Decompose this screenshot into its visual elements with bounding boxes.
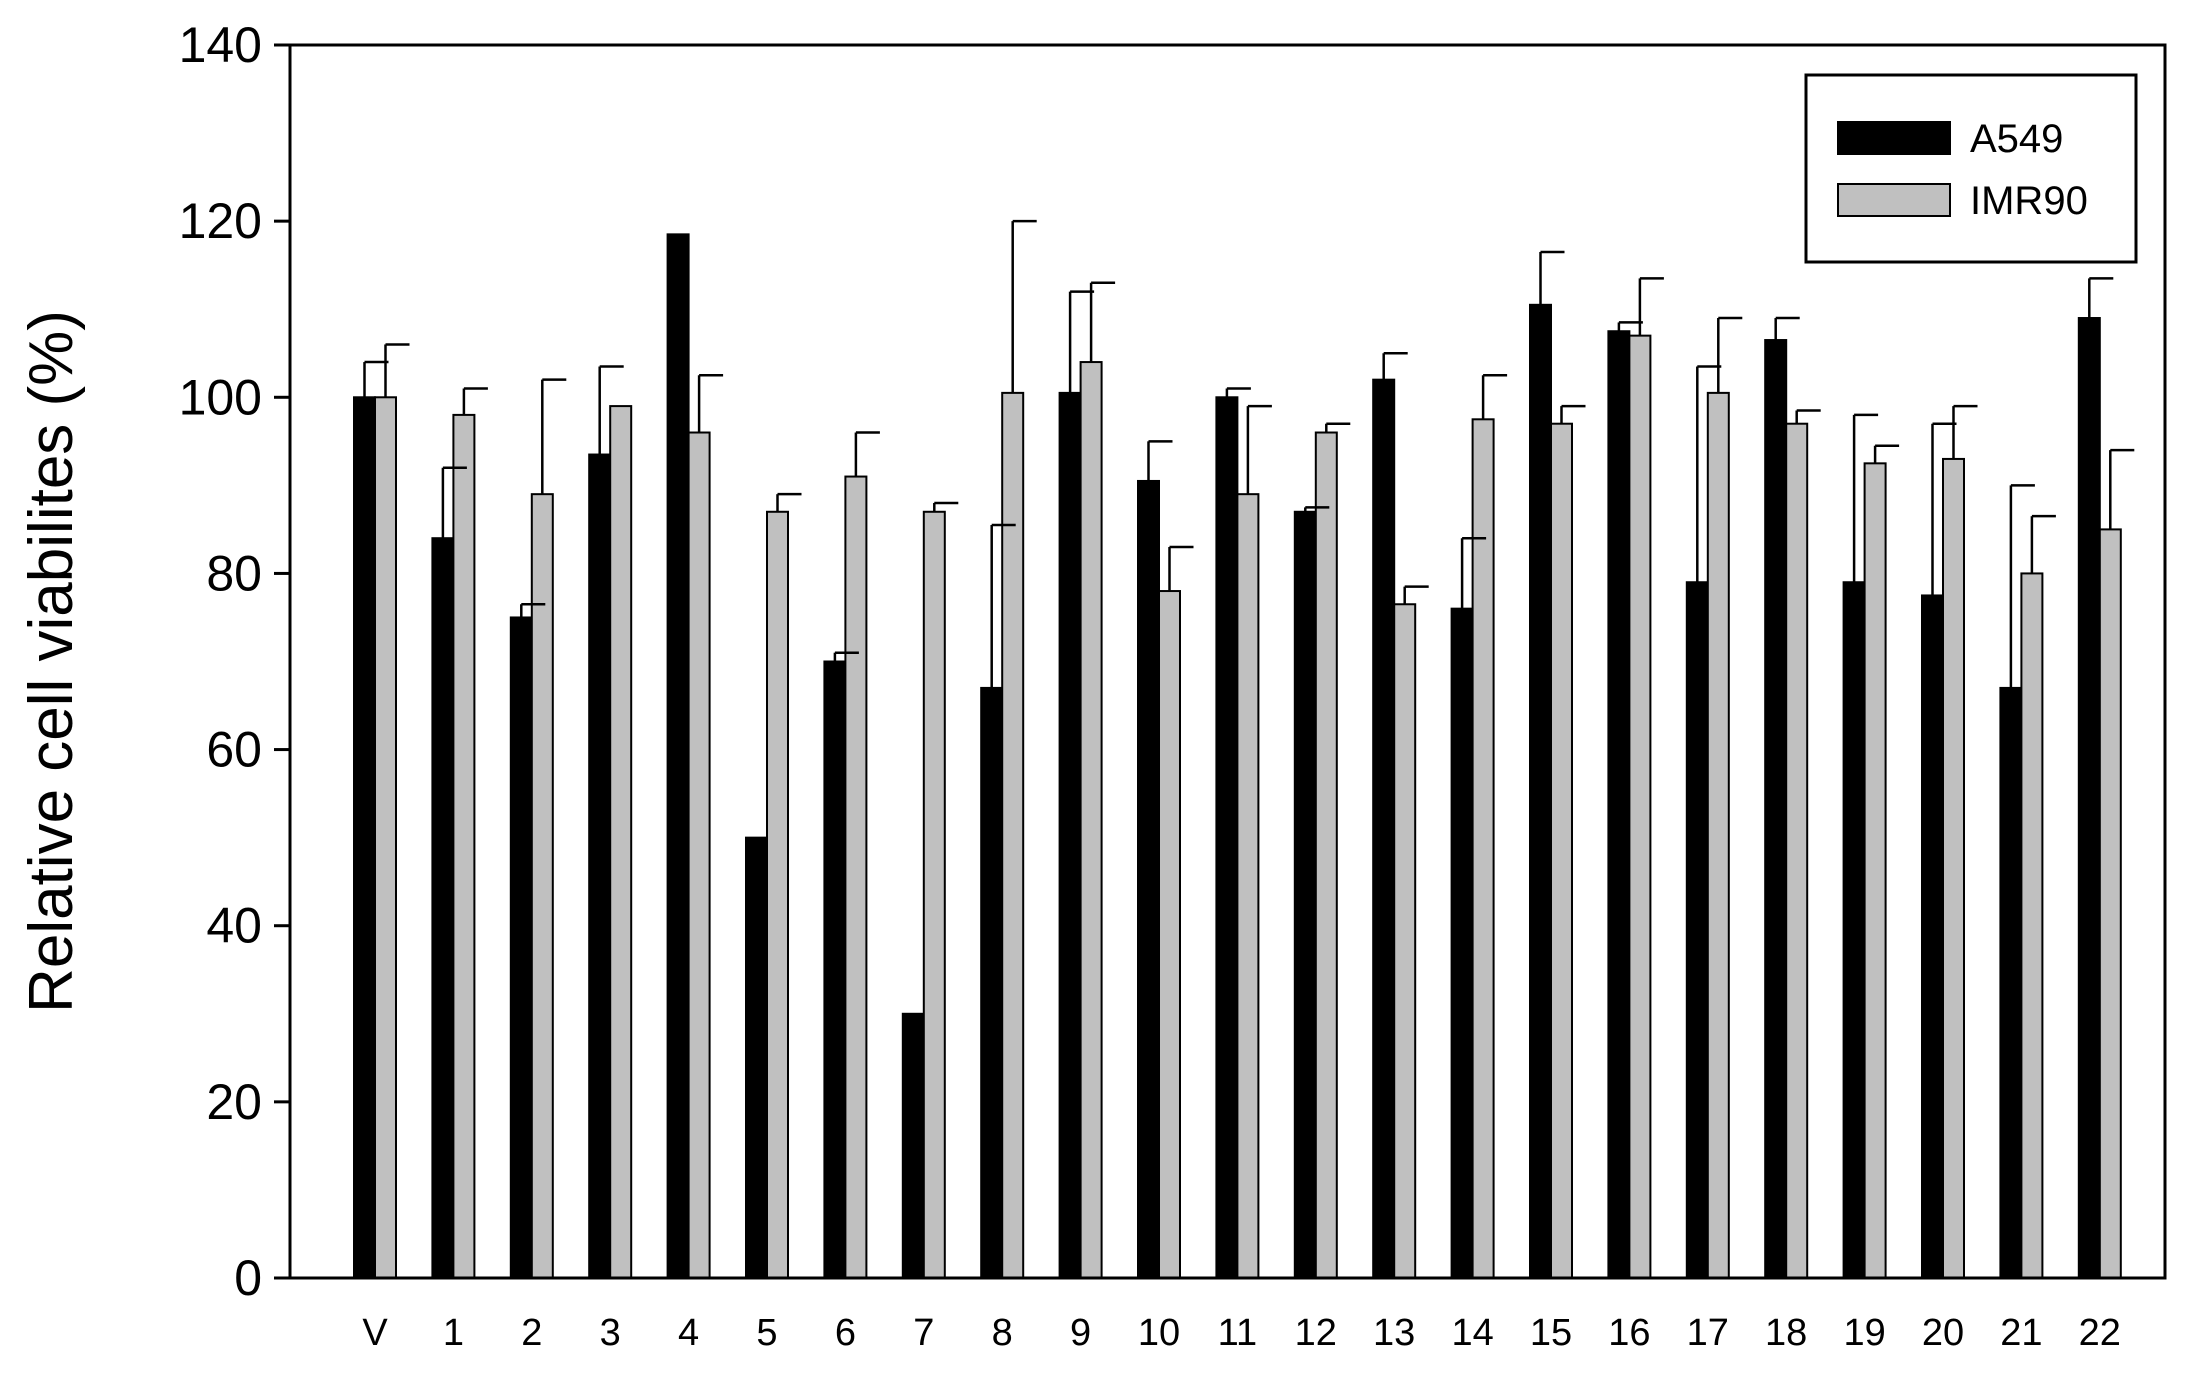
y-tick-label: 140	[179, 17, 262, 73]
x-tick-label: 13	[1373, 1312, 1415, 1354]
bar-a549	[1372, 378, 1396, 1279]
x-tick-label: 16	[1608, 1312, 1650, 1354]
y-tick-label: 80	[206, 545, 262, 601]
bar-imr90	[1079, 361, 1103, 1279]
bar-imr90	[1158, 590, 1181, 1279]
bar-a549	[1921, 594, 1944, 1279]
x-tick-label: 18	[1765, 1312, 1807, 1354]
bar-a549	[1137, 479, 1160, 1280]
bar-a549	[1685, 581, 1709, 1279]
legend-swatch-a549	[1837, 121, 1951, 155]
bar-imr90	[1393, 603, 1417, 1279]
x-tick-label: 19	[1843, 1312, 1885, 1354]
bar-imr90	[922, 510, 946, 1279]
bar-a549	[1058, 391, 1082, 1279]
error-bars-layer	[363, 219, 2135, 688]
plot-frame	[288, 43, 2167, 1280]
x-tick-label: 6	[835, 1312, 856, 1354]
bar-a549	[823, 660, 847, 1279]
y-tick-label: 0	[234, 1250, 262, 1306]
bar-imr90	[1628, 334, 1652, 1279]
x-tick-label: 8	[992, 1312, 1013, 1354]
bar-a549	[353, 396, 376, 1279]
y-tick-label: 120	[179, 193, 262, 249]
bars-layer	[353, 233, 2122, 1280]
x-tick-label: 7	[913, 1312, 934, 1354]
legend-label-a549: A549	[1970, 117, 2063, 161]
bar-imr90	[1785, 422, 1809, 1279]
bar-imr90	[452, 413, 476, 1279]
x-tick-label: 4	[678, 1312, 699, 1354]
bar-imr90	[1942, 457, 1965, 1279]
bar-a549	[431, 537, 455, 1279]
bar-a549	[745, 836, 768, 1280]
bar-a549	[588, 453, 612, 1279]
x-tick-label: 5	[756, 1312, 777, 1354]
bar-a549	[1607, 330, 1631, 1280]
bar-imr90	[844, 475, 868, 1279]
x-tick-label: 17	[1687, 1312, 1729, 1354]
x-tick-label: 11	[1218, 1312, 1257, 1354]
x-tick-label: 9	[1070, 1312, 1091, 1354]
x-tick-label: 14	[1451, 1312, 1493, 1354]
x-tick-label: 21	[2000, 1312, 2042, 1354]
x-axis: V 1 2 3 4 5 6 7 8 9 10 11 12 13 14 15 16 17 18 19 20 21 22	[362, 1312, 2121, 1354]
bar-imr90	[2098, 528, 2122, 1279]
y-axis-title: Relative cell viabilites (%)	[17, 310, 86, 1013]
y-tick-label: 60	[206, 722, 262, 778]
x-tick-label: V	[362, 1312, 388, 1354]
bar-a549	[1529, 303, 1552, 1279]
bar-a549	[1293, 510, 1317, 1279]
x-tick-label: 22	[2079, 1312, 2121, 1354]
y-tick-label: 100	[179, 369, 262, 425]
bar-imr90	[374, 396, 397, 1279]
x-tick-label: 12	[1295, 1312, 1337, 1354]
bar-imr90	[1236, 493, 1260, 1279]
bar-imr90	[2020, 572, 2044, 1279]
bar-a549	[901, 1012, 925, 1279]
bar-a549	[1450, 607, 1474, 1279]
x-tick-label: 15	[1530, 1312, 1572, 1354]
bar-a549	[2077, 317, 2101, 1279]
bar-a549	[1999, 686, 2023, 1279]
x-tick-label: 1	[443, 1312, 464, 1354]
bar-imr90	[609, 405, 633, 1280]
bar-a549	[1215, 396, 1239, 1279]
bar-a549	[509, 616, 533, 1279]
y-axis: 0 20 40 60 80 100 120 140	[179, 17, 290, 1306]
x-tick-label: 20	[1922, 1312, 1964, 1354]
x-tick-label: 2	[521, 1312, 542, 1354]
bar-imr90	[530, 493, 554, 1279]
bar-imr90	[1314, 431, 1338, 1279]
bar-imr90	[1471, 418, 1495, 1279]
y-tick-label: 20	[206, 1074, 262, 1130]
legend-box	[1804, 73, 2138, 264]
y-tick-label: 40	[206, 898, 262, 954]
bar-a549	[980, 686, 1004, 1279]
bar-a549	[1764, 339, 1788, 1279]
legend-swatch-imr90	[1837, 183, 1951, 217]
bar-imr90	[1706, 391, 1730, 1279]
x-tick-label: 3	[600, 1312, 621, 1354]
bar-imr90	[766, 510, 789, 1279]
bar-imr90	[1863, 462, 1887, 1279]
legend: A549 IMR90	[1804, 73, 2138, 264]
bar-imr90	[1550, 422, 1573, 1279]
bar-imr90	[687, 431, 711, 1279]
bar-a549	[666, 233, 690, 1280]
x-tick-label: 10	[1138, 1312, 1180, 1354]
bar-a549	[1842, 581, 1866, 1279]
legend-label-imr90: IMR90	[1970, 179, 2088, 223]
